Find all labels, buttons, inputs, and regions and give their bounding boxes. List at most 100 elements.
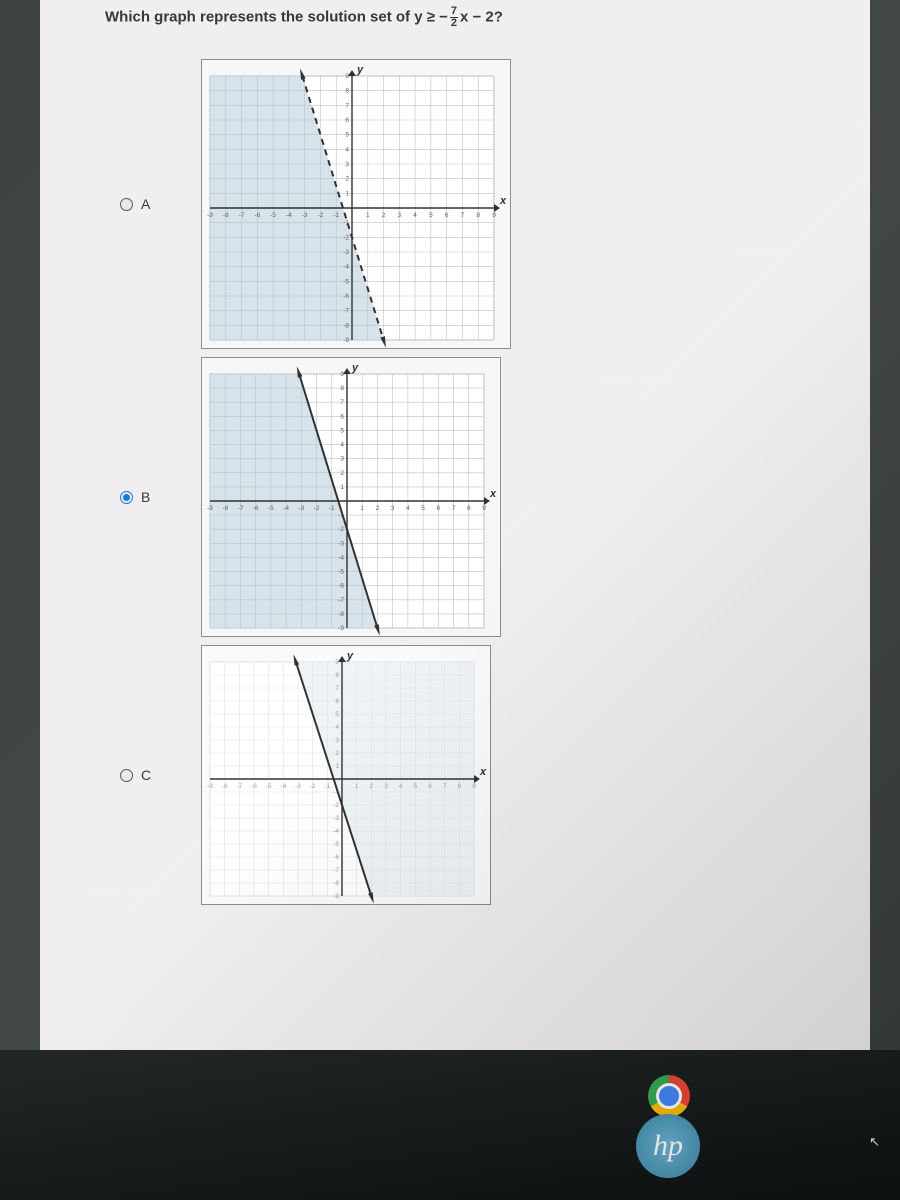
taskbar: hp ↖: [0, 1050, 900, 1200]
svg-text:-7: -7: [239, 212, 245, 219]
fraction: 72: [450, 6, 458, 29]
svg-text:-1: -1: [333, 212, 339, 219]
svg-text:3: 3: [345, 161, 349, 168]
svg-text:3: 3: [398, 212, 402, 219]
svg-text:-9: -9: [338, 625, 344, 632]
radio-c[interactable]: [120, 769, 133, 782]
svg-text:-6: -6: [253, 505, 259, 512]
svg-text:-7: -7: [236, 783, 242, 790]
svg-text:-6: -6: [254, 212, 260, 219]
svg-text:-3: -3: [302, 212, 308, 219]
svg-text:3: 3: [384, 783, 388, 790]
svg-text:7: 7: [461, 212, 465, 219]
svg-text:1: 1: [355, 783, 359, 790]
svg-text:6: 6: [340, 413, 344, 420]
svg-text:3: 3: [391, 505, 395, 512]
svg-text:9: 9: [482, 505, 486, 512]
svg-text:1: 1: [360, 505, 364, 512]
svg-text:-8: -8: [223, 212, 229, 219]
svg-text:5: 5: [335, 711, 339, 718]
svg-text:y: y: [356, 64, 364, 76]
svg-text:8: 8: [345, 88, 349, 95]
svg-text:5: 5: [421, 505, 425, 512]
svg-text:-3: -3: [298, 505, 304, 512]
svg-text:-8: -8: [222, 505, 228, 512]
svg-text:8: 8: [476, 212, 480, 219]
cursor-indicator: ↖: [869, 1134, 880, 1150]
svg-text:4: 4: [335, 724, 339, 731]
svg-text:-5: -5: [270, 212, 276, 219]
svg-text:4: 4: [413, 212, 417, 219]
option-row-c: C 987654321-1-2-3-4-5-6-7-8-9-9-8-7-6-5-…: [120, 645, 860, 905]
svg-text:-3: -3: [295, 783, 301, 790]
svg-text:-8: -8: [343, 322, 349, 329]
svg-text:3: 3: [340, 456, 344, 463]
content-area: Which graph represents the solution set …: [40, 0, 870, 1050]
hp-logo: hp: [636, 1114, 700, 1178]
svg-text:9: 9: [335, 659, 339, 666]
chrome-icon[interactable]: [648, 1075, 690, 1117]
radio-group-a[interactable]: A: [120, 196, 166, 212]
svg-text:8: 8: [458, 783, 462, 790]
radio-label-a: A: [141, 196, 150, 212]
svg-text:5: 5: [429, 212, 433, 219]
svg-text:9: 9: [340, 371, 344, 378]
fraction-denominator: 2: [450, 18, 458, 29]
svg-text:-9: -9: [207, 505, 213, 512]
svg-text:-2: -2: [310, 783, 316, 790]
svg-text:5: 5: [345, 132, 349, 139]
svg-text:8: 8: [467, 505, 471, 512]
svg-text:7: 7: [340, 399, 344, 406]
svg-text:9: 9: [345, 73, 349, 80]
svg-text:-1: -1: [324, 783, 330, 790]
svg-text:6: 6: [428, 783, 432, 790]
radio-b[interactable]: [120, 491, 133, 504]
svg-text:2: 2: [345, 176, 349, 183]
svg-text:6: 6: [345, 117, 349, 124]
svg-text:4: 4: [340, 442, 344, 449]
question-text: Which graph represents the solution set …: [50, 4, 860, 59]
svg-text:-2: -2: [338, 526, 344, 533]
svg-text:2: 2: [340, 470, 344, 477]
svg-text:-4: -4: [283, 505, 289, 512]
svg-text:-9: -9: [207, 212, 213, 219]
svg-text:4: 4: [345, 146, 349, 153]
radio-a[interactable]: [120, 198, 133, 211]
graph-a-container: 987654321-1-2-3-4-5-6-7-8-9-9-8-7-6-5-4-…: [201, 59, 511, 349]
svg-text:y: y: [346, 650, 354, 662]
svg-text:-5: -5: [343, 278, 349, 285]
radio-group-c[interactable]: C: [120, 767, 166, 783]
svg-text:-2: -2: [333, 802, 339, 809]
svg-text:-8: -8: [333, 880, 339, 887]
svg-text:5: 5: [340, 427, 344, 434]
svg-text:-5: -5: [333, 841, 339, 848]
svg-text:-6: -6: [338, 583, 344, 590]
svg-text:1: 1: [345, 190, 349, 197]
svg-text:-2: -2: [343, 234, 349, 241]
svg-text:-6: -6: [251, 783, 257, 790]
svg-text:-2: -2: [318, 212, 324, 219]
svg-text:-4: -4: [280, 783, 286, 790]
svg-text:7: 7: [345, 102, 349, 109]
graph-a: 987654321-1-2-3-4-5-6-7-8-9-9-8-7-6-5-4-…: [202, 60, 510, 348]
svg-text:5: 5: [414, 783, 418, 790]
radio-group-b[interactable]: B: [120, 489, 166, 505]
svg-text:7: 7: [335, 685, 339, 692]
svg-text:-7: -7: [333, 867, 339, 874]
option-row-b: B 987654321-1-2-3-4-5-6-7-8-9-9-8-7-6-5-…: [120, 357, 860, 637]
svg-text:-4: -4: [286, 212, 292, 219]
svg-text:-9: -9: [333, 893, 339, 900]
svg-text:-1: -1: [329, 505, 335, 512]
options-container: A 9 8 7 6 5 4 3 2 1 -1 -2 -3 -4 -5 -6 -7 -8 -9 -9 -8 -7 -6 -5 -…: [50, 59, 860, 905]
svg-text:-9: -9: [207, 783, 213, 790]
svg-text:-8: -8: [338, 611, 344, 618]
svg-text:1: 1: [366, 212, 370, 219]
svg-text:x: x: [489, 488, 497, 500]
svg-text:-6: -6: [343, 293, 349, 300]
svg-text:-3: -3: [338, 540, 344, 547]
svg-text:-6: -6: [333, 854, 339, 861]
option-row-a: A 987654321-1-2-3-4-5-6-7-8-9-9-8-7-6-5-…: [120, 59, 860, 349]
svg-text:-2: -2: [314, 505, 320, 512]
svg-text:9: 9: [472, 783, 476, 790]
svg-text:-4: -4: [338, 554, 344, 561]
